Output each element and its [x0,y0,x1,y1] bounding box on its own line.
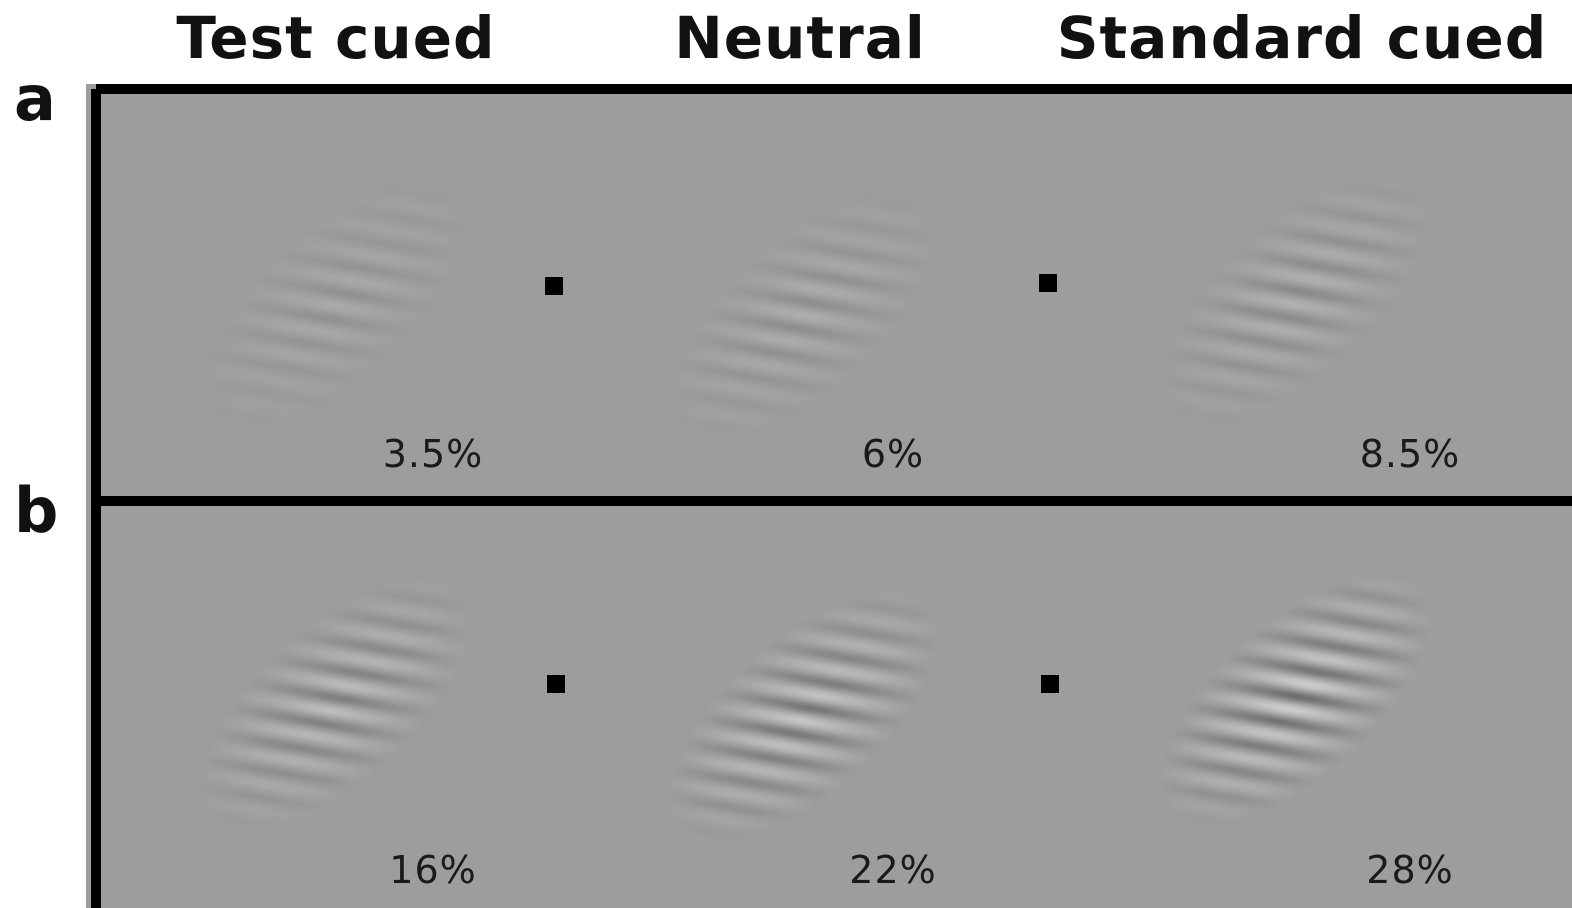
gabor-patch [666,587,942,845]
fixation-square [545,277,563,295]
contrast-label: 3.5% [382,432,484,476]
contrast-label: 8.5% [1359,432,1461,476]
column-header-standard-cued: Standard cued [1056,4,1548,72]
gabor-patch [1158,570,1434,828]
column-header-test-cued: Test cued [176,4,496,72]
fixation-points [545,274,1059,693]
gabor-patches [198,170,1434,845]
fixation-square [1039,274,1057,292]
stimulus-figure [86,84,1572,908]
gabor-patch [198,575,474,833]
gabor-patch [198,175,474,433]
fixation-square [547,675,565,693]
fixation-square [1041,675,1059,693]
gabor-patch [1158,170,1434,428]
contrast-label: 28% [1366,848,1454,892]
row-label-a: a [14,62,56,135]
row-label-b: b [14,474,59,547]
column-header-neutral: Neutral [674,4,926,72]
contrast-label: 16% [389,848,477,892]
gabor-patch [666,187,942,445]
contrast-label: 22% [849,848,937,892]
contrast-label: 6% [861,432,925,476]
